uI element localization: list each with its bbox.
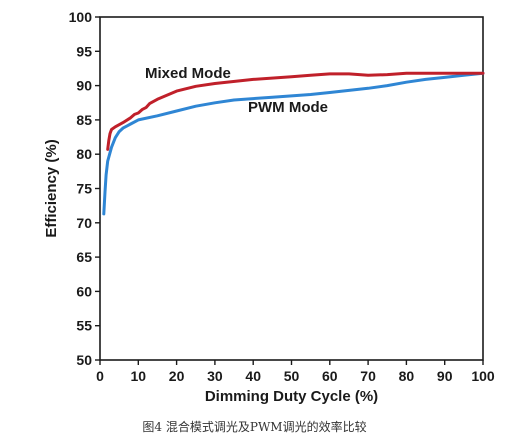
x-tick-label: 0: [96, 368, 104, 384]
series-line-pwm-mode: [102, 71, 485, 216]
y-tick-label: 70: [76, 215, 92, 231]
y-tick-label: 55: [76, 318, 92, 334]
y-tick-label: 65: [76, 249, 92, 265]
y-tick-label: 100: [69, 9, 93, 25]
x-tick-label: 10: [131, 368, 147, 384]
x-tick-label: 100: [471, 368, 495, 384]
series-lines: [102, 71, 485, 216]
y-tick-label: 95: [76, 43, 92, 59]
y-tick-label: 90: [76, 78, 92, 94]
x-tick-label: 50: [284, 368, 300, 384]
y-tick-label: 85: [76, 112, 92, 128]
x-tick-label: 80: [399, 368, 415, 384]
y-axis: 50 55 60 65 70 75 80 85 90 95 100: [69, 9, 100, 368]
x-tick-label: 90: [437, 368, 453, 384]
figure-caption: 图4 混合模式调光及PWM调光的效率比较: [142, 420, 367, 434]
y-axis-title: Efficiency (%): [43, 139, 60, 237]
series-label-pwm-mode: PWM Mode: [248, 99, 328, 116]
x-tick-label: 60: [322, 368, 338, 384]
x-tick-label: 40: [245, 368, 261, 384]
x-tick-label: 30: [207, 368, 223, 384]
y-tick-label: 80: [76, 146, 92, 162]
y-tick-label: 75: [76, 181, 92, 197]
series-label-mixed-mode: Mixed Mode: [145, 65, 231, 82]
x-tick-label: 20: [169, 368, 185, 384]
x-axis-title: Dimming Duty Cycle (%): [205, 388, 378, 405]
y-tick-label: 60: [76, 283, 92, 299]
x-tick-label: 70: [360, 368, 376, 384]
y-tick-label: 50: [76, 352, 92, 368]
series-line-mixed-mode: [106, 71, 485, 151]
x-axis: 0 10 20 30 40 50 60 70 80 90 100: [96, 360, 495, 384]
